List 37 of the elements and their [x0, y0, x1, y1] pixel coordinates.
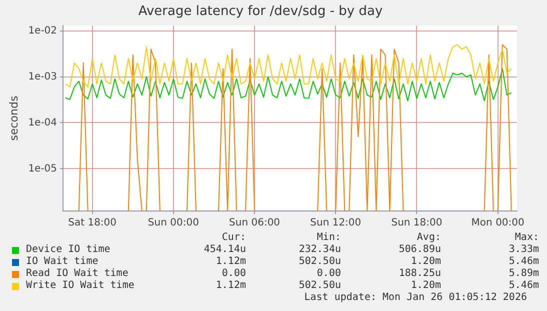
legend-label: IO Wait time — [26, 256, 100, 268]
text: Avg: — [416, 232, 441, 244]
legend-label: Write IO Wait time — [26, 280, 136, 292]
text: 0.00 — [316, 268, 341, 280]
text: Cur: — [220, 232, 246, 244]
text: 5.46m — [508, 280, 539, 292]
text: 5.89m — [508, 268, 539, 280]
text: Max: — [514, 232, 539, 244]
text: 1.20m — [410, 256, 441, 268]
x-tick-label: Sun 00:00 — [148, 218, 199, 229]
legend-label: Device IO time — [26, 244, 112, 256]
text: Min: — [316, 232, 341, 244]
text: 502.50u — [298, 280, 341, 292]
text: 502.50u — [298, 256, 341, 268]
text: 0.00 — [220, 268, 246, 280]
text: 506.89u — [398, 244, 441, 256]
x-tick-label: Sun 18:00 — [391, 218, 442, 229]
x-tick-label: Mon 00:00 — [471, 218, 524, 229]
y-tick-label: 1e-04 — [28, 117, 58, 128]
x-tick-label: Sun 12:00 — [310, 218, 362, 229]
text: 454.14u — [202, 244, 246, 256]
text: 1.20m — [410, 280, 441, 292]
text: 232.34u — [298, 244, 341, 256]
text: 188.25u — [398, 268, 441, 280]
x-tick-label: Sun 06:00 — [229, 218, 280, 229]
y-tick-label: 1e-05 — [28, 163, 58, 174]
y-axis-title: seconds — [7, 96, 20, 141]
y-tick-label: 1e-02 — [28, 25, 58, 36]
text: Last update: Mon Jan 26 01:05:12 2026 — [303, 292, 528, 304]
text: 5.46m — [508, 256, 539, 268]
text: 1.12m — [214, 256, 246, 268]
text: 3.33m — [508, 244, 539, 256]
x-tick-label: Sat 18:00 — [68, 218, 117, 229]
text: 1.12m — [214, 280, 246, 292]
y-tick-label: 1e-03 — [28, 71, 58, 82]
chart-title: Average latency for /dev/sdg - by day — [138, 4, 383, 20]
legend-label: Read IO Wait time — [26, 268, 130, 280]
